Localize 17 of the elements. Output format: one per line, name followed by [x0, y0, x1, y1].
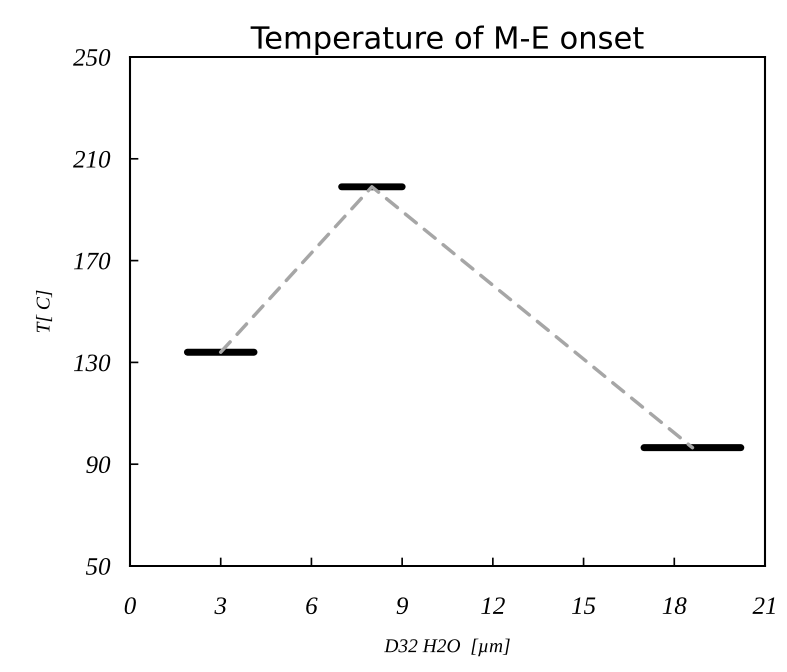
x-tick-label: 21: [752, 597, 775, 614]
y-tick-label: 210: [73, 150, 110, 168]
y-tick-label: 130: [74, 354, 110, 372]
y-tick-label: 90: [86, 456, 110, 474]
x-tick-label: 15: [572, 597, 596, 614]
chart-title: Temperature of M-E onset: [250, 25, 644, 56]
x-tick-label: 18: [662, 597, 687, 614]
x-tick-label: 0: [124, 597, 136, 614]
x-tick-label: 12: [481, 597, 505, 614]
x-tick-label: 6: [306, 597, 318, 614]
y-tick-label: 250: [73, 49, 110, 66]
x-tick-label: 9: [396, 597, 408, 614]
y-tick-label: 170: [74, 252, 110, 270]
y-axis-title: T[ C]: [36, 290, 52, 332]
x-axis-title: D32 H2O [µm]: [384, 638, 510, 656]
y-tick-label: 50: [86, 558, 110, 575]
x-tick-label: 3: [214, 597, 226, 614]
